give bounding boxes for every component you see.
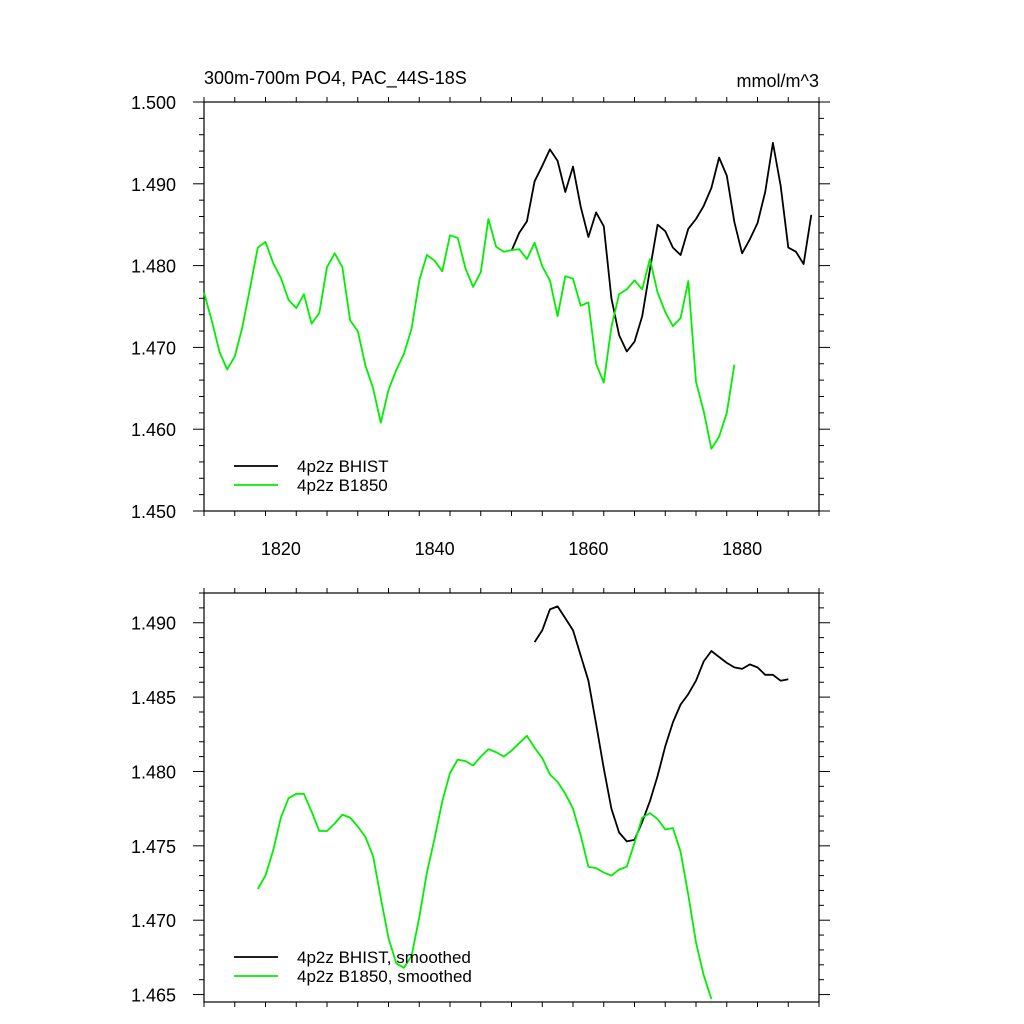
x-tick-label: 1840 xyxy=(415,539,455,559)
bottom-panel: 1.465 1.470 1.475 1.480 1.485 1.490 4p2z BHIS… xyxy=(131,588,830,1007)
chart-title: 300m-700m PO4, PAC_44S-18S xyxy=(204,68,467,89)
y-tick-label: 1.465 xyxy=(131,986,176,1006)
y-tick-label: 1.460 xyxy=(131,420,176,440)
x-tick-label: 1860 xyxy=(568,539,608,559)
y-tick-label: 1.475 xyxy=(131,837,176,857)
series-line-4p2z-bhist xyxy=(510,141,813,353)
top-panel: 1820 1840 1860 1880 1.450 1.460 1.470 1.480 1.49… xyxy=(131,68,830,559)
bottom-series-lines xyxy=(257,605,789,1000)
legend-label: 4p2z BHIST, smoothed xyxy=(297,948,471,967)
x-tick-label: 1880 xyxy=(722,539,762,559)
legend-label: 4p2z B1850 xyxy=(297,476,388,495)
bottom-plot-frame xyxy=(203,592,820,1003)
y-tick-label: 1.480 xyxy=(131,257,176,277)
top-series-lines xyxy=(203,141,813,450)
y-tick-label: 1.490 xyxy=(131,614,176,634)
series-line-4p2z-bhist-smoothed xyxy=(533,605,789,843)
y-tick-label: 1.470 xyxy=(131,911,176,931)
bottom-axis-ticks: 1.465 1.470 1.475 1.480 1.485 1.490 xyxy=(131,588,830,1007)
series-line-4p2z-b1850-smoothed xyxy=(257,734,713,1000)
legend-label: 4p2z BHIST xyxy=(297,457,389,476)
y-tick-label: 1.485 xyxy=(131,688,176,708)
x-tick-label: 1820 xyxy=(261,539,301,559)
top-axis-ticks: 1820 1840 1860 1880 1.450 1.460 1.470 1.480 1.49… xyxy=(131,93,830,559)
y-tick-label: 1.450 xyxy=(131,502,176,522)
y-tick-label: 1.480 xyxy=(131,762,176,782)
series-line-4p2z-b1850 xyxy=(203,218,736,450)
units-label: mmol/m^3 xyxy=(737,71,819,91)
y-tick-label: 1.470 xyxy=(131,338,176,358)
y-tick-label: 1.490 xyxy=(131,175,176,195)
y-tick-label: 1.500 xyxy=(131,93,176,113)
legend-label: 4p2z B1850, smoothed xyxy=(297,967,472,986)
